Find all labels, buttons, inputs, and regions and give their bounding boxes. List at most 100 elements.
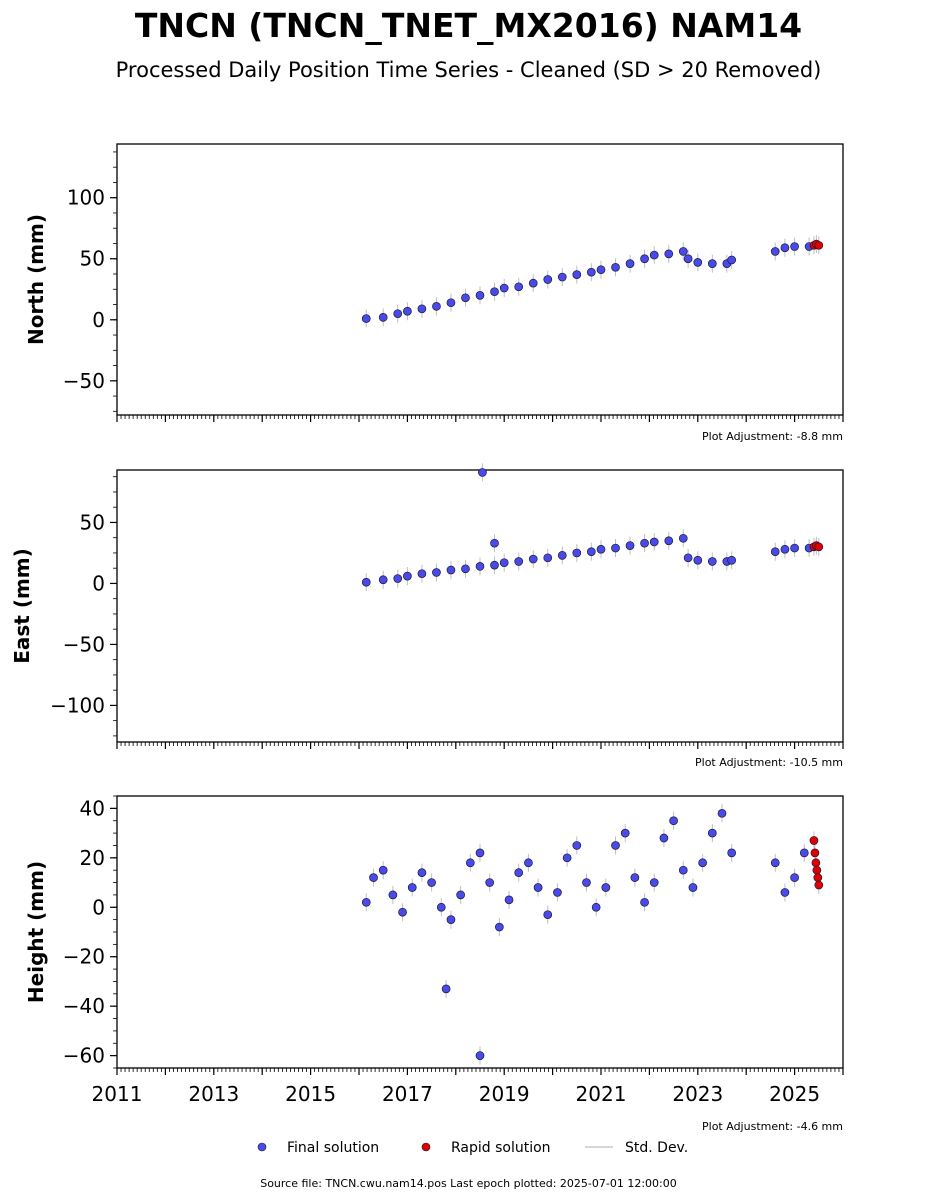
- rapid-solution-point: [814, 542, 824, 552]
- final-solution-point: [649, 537, 659, 547]
- plot-frame: [116, 795, 844, 1069]
- final-solution-point: [790, 242, 799, 251]
- x-tick-label: 2015: [285, 1082, 336, 1106]
- final-solution-point: [495, 922, 504, 932]
- legend-marker: [421, 1142, 431, 1152]
- final-solution-point: [398, 907, 407, 917]
- final-solution-point: [572, 548, 582, 558]
- panel-1: −50 0 50 100 North (mm) Plot Adjustment: -8.8…: [24, 143, 844, 443]
- chart-subtitle: Processed Daily Position Time Series - C…: [115, 58, 822, 82]
- legend-label: Std. Dev.: [625, 1140, 688, 1156]
- y-tick-label: 0: [92, 571, 105, 595]
- final-solution-point: [432, 568, 441, 577]
- final-solution-point: [524, 858, 533, 868]
- final-solution-point: [640, 897, 649, 907]
- legend: Final solution Rapid solution Std. Dev.: [257, 1140, 688, 1156]
- final-solution-point: [790, 873, 799, 882]
- final-solution-point: [611, 262, 620, 272]
- final-solution-point: [693, 258, 703, 267]
- y-tick-label: −60: [63, 1044, 105, 1068]
- final-solution-point: [543, 910, 553, 920]
- rapid-solution-point: [809, 836, 819, 845]
- final-solution-point: [485, 878, 495, 887]
- final-solution-point: [678, 865, 688, 875]
- final-solution-point: [475, 1051, 485, 1060]
- x-tick-label: 2023: [672, 1082, 723, 1106]
- y-axis-label: Height (mm): [24, 861, 48, 1003]
- final-solution-point: [417, 569, 427, 579]
- final-solution-point: [499, 283, 509, 293]
- rapid-solution-point: [814, 880, 824, 890]
- final-solution-point: [678, 247, 688, 256]
- final-solution-point: [514, 868, 524, 878]
- final-solution-point: [611, 841, 620, 850]
- panel-3: −60 −40 −20 0 20 40 2011 2013 2015 2017 2019 2021 20…: [24, 795, 844, 1133]
- final-solution-point: [378, 312, 388, 322]
- final-solution-point: [698, 858, 707, 868]
- final-solution-point: [475, 291, 485, 300]
- final-solution-point: [770, 247, 780, 256]
- final-solution-point: [407, 883, 417, 892]
- final-solution-point: [630, 873, 640, 882]
- final-solution-point: [427, 878, 436, 887]
- y-tick-label: −50: [63, 632, 105, 656]
- final-solution-point: [543, 553, 553, 563]
- panel-2: −100 −50 0 50 East (mm) Plot Adjustment: -10.…: [10, 463, 844, 769]
- rapid-solution-point: [814, 240, 824, 250]
- plot-frame: [116, 143, 844, 416]
- plot-adjustment: Plot Adjustment: -8.8 mm: [702, 430, 843, 443]
- rapid-solution-point: [810, 848, 820, 858]
- final-solution-point: [678, 533, 688, 543]
- final-solution-point: [780, 888, 790, 897]
- final-solution-point: [393, 574, 403, 583]
- final-solution-point: [596, 544, 606, 554]
- final-solution-point: [717, 808, 727, 818]
- legend-label: Final solution: [287, 1140, 379, 1156]
- final-solution-point: [557, 551, 567, 560]
- final-solution-point: [727, 848, 737, 858]
- final-solution-point: [688, 883, 698, 892]
- chart-title: TNCN (TNCN_TNET_MX2016) NAM14: [134, 6, 803, 45]
- final-solution-point: [446, 298, 456, 308]
- x-tick-label: 2011: [92, 1082, 143, 1106]
- legend-marker: [257, 1142, 267, 1152]
- y-tick-label: 50: [80, 510, 105, 534]
- final-solution-point: [640, 254, 649, 264]
- final-solution-point: [640, 538, 649, 548]
- final-solution-point: [596, 265, 606, 275]
- plot-frame: [116, 469, 844, 743]
- final-solution-point: [543, 275, 553, 284]
- final-solution-point: [591, 902, 601, 912]
- plot-adjustment: Plot Adjustment: -4.6 mm: [702, 1120, 843, 1133]
- final-solution-point: [514, 282, 524, 292]
- source-line: Source file: TNCN.cwu.nam14.pos Last epo…: [260, 1177, 677, 1190]
- final-solution-point: [553, 888, 562, 897]
- y-tick-label: −100: [50, 693, 105, 717]
- final-solution-point: [388, 890, 398, 900]
- final-solution-point: [361, 314, 371, 323]
- final-solution-point: [727, 555, 737, 565]
- final-solution-point: [490, 538, 499, 548]
- rapid-solution-point: [812, 865, 822, 875]
- final-solution-point: [378, 575, 388, 585]
- final-solution-point: [478, 468, 487, 477]
- final-solution-point: [417, 868, 427, 878]
- final-solution-point: [780, 243, 790, 253]
- y-tick-label: 50: [80, 247, 105, 271]
- y-tick-label: −50: [63, 369, 105, 393]
- final-solution-point: [436, 902, 446, 912]
- final-solution-point: [799, 848, 809, 858]
- final-solution-point: [693, 555, 703, 565]
- final-solution-point: [790, 543, 799, 553]
- final-solution-point: [659, 833, 669, 843]
- final-solution-point: [490, 287, 499, 297]
- x-tick-label: 2013: [188, 1082, 239, 1106]
- final-solution-point: [475, 562, 485, 571]
- y-tick-label: 20: [80, 846, 105, 870]
- final-solution-point: [586, 547, 596, 557]
- final-solution-point: [625, 541, 635, 550]
- plot-adjustment: Plot Adjustment: -10.5 mm: [695, 756, 843, 769]
- x-tick-label: 2019: [479, 1082, 530, 1106]
- final-solution-point: [586, 267, 596, 277]
